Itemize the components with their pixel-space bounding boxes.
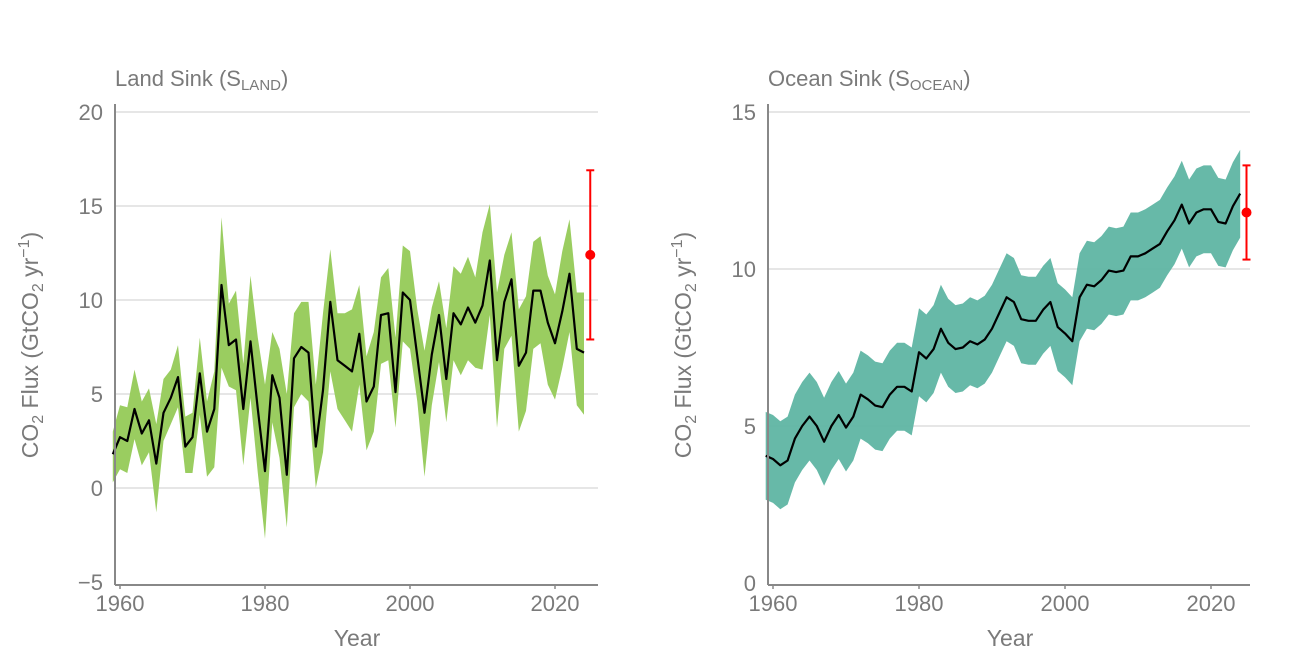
ocean-sink-title: Ocean Sink (SOCEAN) (768, 66, 971, 94)
land-sink-panel: Land Sink (SLAND) CO2 Flux (GtCO2 yr−1) … (16, 66, 598, 651)
land-x-tick-label: 2000 (386, 591, 435, 616)
ocean-y-tick-label: 5 (744, 414, 756, 439)
land-mean-line (111, 259, 585, 476)
land-y-tick-label: 20 (79, 100, 103, 125)
ocean-y-axis-label: CO2 Flux (GtCO2 yr−1) (669, 232, 700, 458)
ocean-y-tick-label: 0 (744, 571, 756, 596)
land-y-tick-label: 5 (91, 382, 103, 407)
land-estimate-point (585, 249, 596, 260)
ocean-estimate-point (1241, 207, 1252, 218)
land-x-tick-label: 1980 (241, 591, 290, 616)
ocean-x-axis-label: Year (987, 625, 1034, 651)
land-x-tick-label: 1960 (96, 591, 145, 616)
land-x-tick-label: 2020 (531, 591, 580, 616)
ocean-x-tick-label: 1980 (895, 591, 944, 616)
land-sink-title: Land Sink (SLAND) (115, 66, 288, 94)
ocean-x-tick-label: 1960 (749, 591, 798, 616)
ocean-x-tick-label: 2000 (1041, 591, 1090, 616)
land-uncertainty-band (112, 204, 585, 539)
ocean-mean-line (765, 193, 1242, 467)
ocean-y-tick-label: 15 (732, 100, 756, 125)
ocean-y-tick-label: 10 (732, 257, 756, 282)
ocean-sink-panel: Ocean Sink (SOCEAN) CO2 Flux (GtCO2 yr−1… (669, 66, 1252, 651)
ocean-uncertainty-band (765, 149, 1241, 510)
land-y-tick-label: 0 (91, 476, 103, 501)
land-y-tick-label: 15 (79, 194, 103, 219)
land-y-tick-label: 10 (79, 288, 103, 313)
ocean-x-tick-label: 2020 (1187, 591, 1236, 616)
land-y-tick-label: −5 (78, 570, 103, 595)
land-x-axis-label: Year (334, 625, 381, 651)
land-y-axis-label: CO2 Flux (GtCO2 yr−1) (16, 232, 47, 458)
